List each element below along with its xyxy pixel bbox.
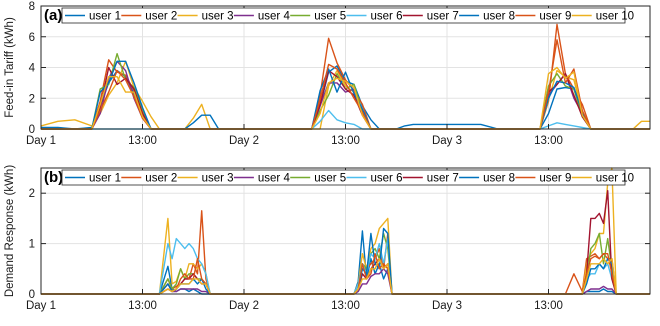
legend-label: user 5 <box>314 11 346 23</box>
x-tick-label: 13:00 <box>331 135 360 147</box>
series-line-9 <box>41 253 650 295</box>
y-tick-label: 2 <box>29 93 35 105</box>
legend-label: user 1 <box>89 11 121 23</box>
legend-label: user 2 <box>145 173 177 185</box>
legend: user 1 user 2 user 3 user 4 user 5 user 6 user… <box>61 7 634 24</box>
legend-label: user 9 <box>539 11 571 23</box>
x-tick-label: Day 2 <box>229 135 259 147</box>
x-tick-label: 13:00 <box>534 135 563 147</box>
y-tick-label: 0 <box>29 289 35 301</box>
legend-label: user 10 <box>596 173 634 185</box>
y-axis-label: Demand Response (kWh) <box>4 165 16 297</box>
x-tick-label: 13:00 <box>128 300 157 312</box>
y-tick-label: 2 <box>29 188 35 200</box>
panel-label: (b) <box>44 169 63 186</box>
legend-label: user 8 <box>483 11 515 23</box>
series-line-4 <box>41 268 650 295</box>
panel-label: (a) <box>44 7 62 24</box>
series-line-10 <box>41 258 650 295</box>
series-line-6 <box>41 237 650 295</box>
y-axis-label: Feed-in Tariff (kWh) <box>4 17 16 118</box>
legend: user 1 user 2 user 3 user 4 user 5 user 6 user… <box>61 169 634 186</box>
legend-label: user 8 <box>483 173 515 185</box>
legend-label: user 3 <box>202 11 234 23</box>
series-line-10 <box>41 66 650 130</box>
legend-label: user 10 <box>596 11 634 23</box>
legend-label: user 3 <box>202 173 234 185</box>
legend-label: user 6 <box>371 173 403 185</box>
x-tick-label: 13:00 <box>331 300 360 312</box>
y-tick-label: 4 <box>29 63 36 75</box>
legend-label: user 1 <box>89 173 121 185</box>
x-tick-label: Day 1 <box>26 135 56 147</box>
x-tick-label: Day 2 <box>229 300 259 312</box>
legend-label: user 7 <box>427 173 459 185</box>
x-tick-label: Day 3 <box>432 135 462 147</box>
y-tick-label: 0 <box>29 124 35 136</box>
legend-label: user 4 <box>258 11 291 23</box>
y-tick-label: 8 <box>29 1 35 13</box>
x-tick-label: Day 1 <box>26 300 56 312</box>
y-tick-label: 6 <box>29 32 35 44</box>
legend-label: user 2 <box>145 11 177 23</box>
legend-label: user 5 <box>314 173 346 185</box>
legend-box <box>61 169 626 186</box>
panel-a: 0 2 4 6 8 Day 1 13:00 Day 2 13:00 Day 3 13:00 Feed-… <box>4 1 651 147</box>
x-tick-label: Day 3 <box>432 300 462 312</box>
x-tick-label: 13:00 <box>534 300 563 312</box>
legend-label: user 6 <box>371 11 403 23</box>
legend-label: user 4 <box>258 173 291 185</box>
x-tick-label: 13:00 <box>128 135 157 147</box>
legend-label: user 7 <box>427 11 459 23</box>
legend-box <box>61 7 626 24</box>
legend-label: user 9 <box>539 173 571 185</box>
panel-b: 0 1 2 Day 1 13:00 Day 2 13:00 Day 3 13:00 Demand … <box>4 165 651 312</box>
y-tick-label: 1 <box>29 239 35 251</box>
